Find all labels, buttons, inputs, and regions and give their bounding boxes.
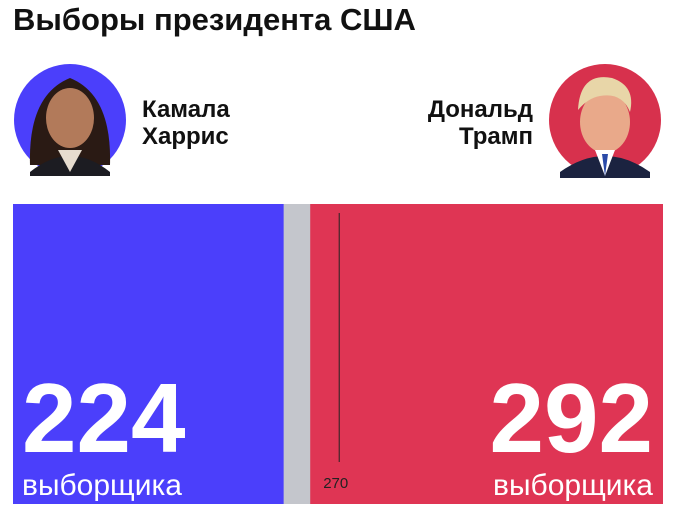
value-label: 292 [489, 363, 653, 473]
bar [13, 204, 284, 504]
chart-title: Выборы президента США [13, 2, 416, 37]
candidate-name: Камала Харрис [142, 96, 230, 150]
portrait [549, 64, 661, 178]
unit-label: выборщика [493, 469, 653, 502]
bar [310, 204, 663, 504]
value-label: 224 [22, 363, 186, 473]
threshold-label: 270 [323, 475, 348, 492]
portrait [14, 64, 126, 176]
candidate-name: Дональд Трамп [427, 96, 533, 150]
unit-label: выборщика [22, 469, 182, 502]
